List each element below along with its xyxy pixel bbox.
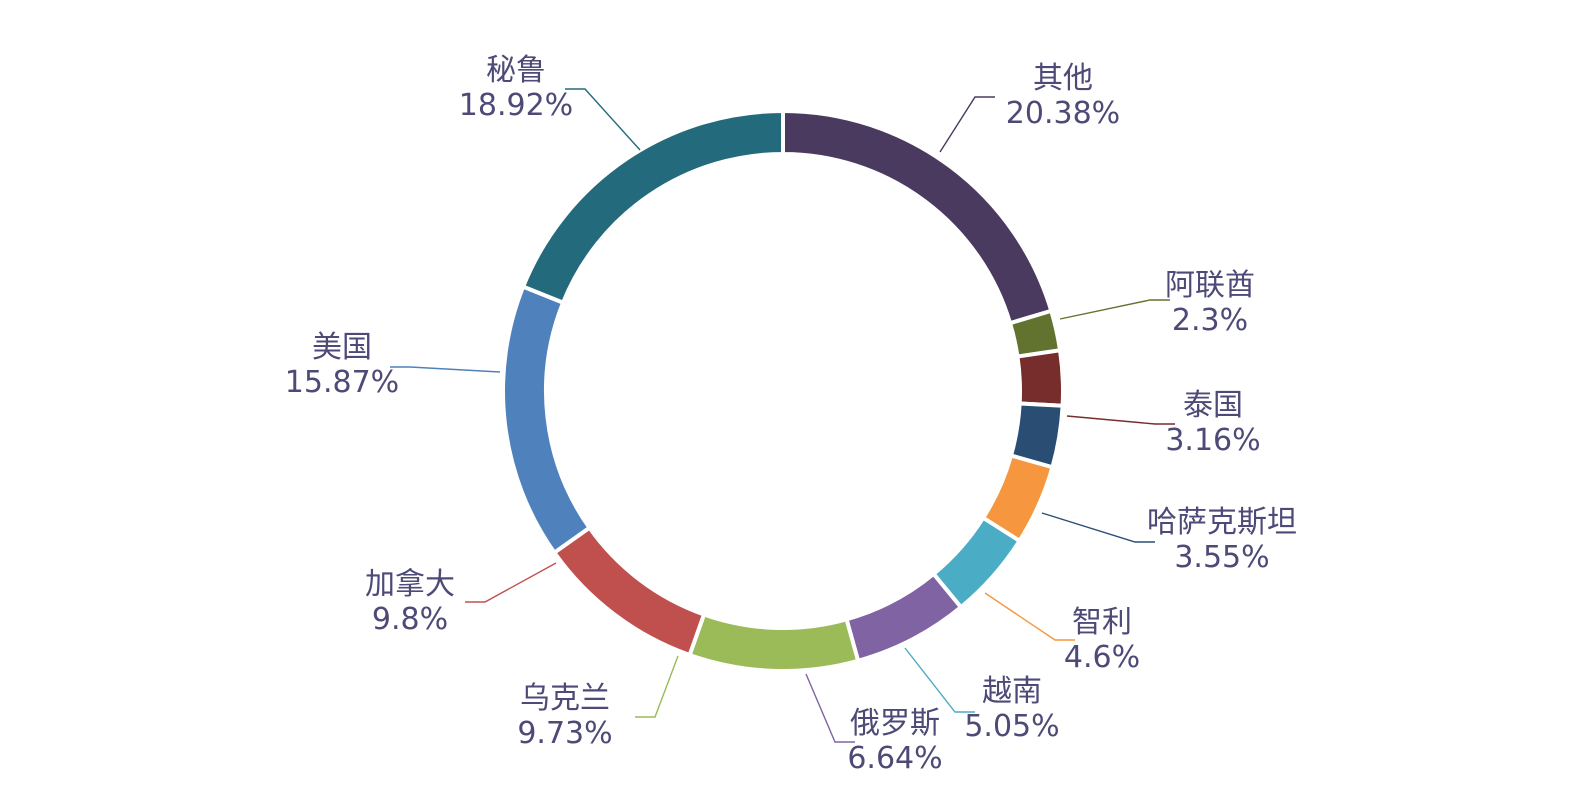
slice-4-value-label: 3.55% [1174, 540, 1269, 575]
slice-1-name-label: 其他 [1033, 61, 1093, 96]
slice-2-name-label: 阿联酋 [1165, 268, 1255, 303]
slice-5-value-label: 4.6% [1064, 640, 1140, 675]
slice-10-name-label: 美国 [312, 330, 372, 365]
slice-2-leader-line [1059, 299, 1170, 320]
slice-6-name-label: 越南 [982, 674, 1042, 709]
slice-5-leader-line [984, 592, 1075, 641]
slice-6-value-label: 5.05% [964, 709, 1059, 744]
slice-11-value-label: 18.92% [459, 88, 573, 123]
slice-11-name-label: 秘鲁 [486, 53, 546, 88]
slice-10-value-label: 15.87% [285, 365, 399, 400]
slice-3-name-label: 泰国 [1183, 388, 1243, 423]
slice-11-leader-line [565, 88, 641, 151]
slice-8-value-label: 9.73% [517, 716, 612, 751]
slice-1-arc [781, 108, 1054, 326]
slice-9-value-label: 9.8% [372, 602, 448, 637]
slice-6-leader-line [904, 647, 975, 713]
slice-9-leader-line [465, 562, 557, 603]
slice-1-value-label: 20.38% [1006, 96, 1120, 131]
slice-10-leader-line [390, 366, 501, 373]
slice-9-arc [551, 524, 707, 658]
slice-1-leader-line [939, 96, 995, 153]
slice-9-name-label: 加拿大 [365, 567, 455, 602]
slice-2-value-label: 2.3% [1172, 303, 1248, 338]
label-leader-lines [390, 88, 1175, 743]
slice-8-leader-line [635, 655, 679, 718]
slice-10-arc [501, 284, 593, 556]
slice-5-name-label: 智利 [1072, 605, 1132, 640]
donut-slices [501, 108, 1065, 673]
slice-4-leader-line [1041, 512, 1155, 543]
slice-7-name-label: 俄罗斯 [850, 706, 940, 741]
slice-7-value-label: 6.64% [847, 741, 942, 776]
slice-3-value-label: 3.16% [1165, 423, 1260, 458]
slice-3-leader-line [1066, 415, 1175, 425]
slice-3-arc [1015, 348, 1065, 408]
slice-8-name-label: 乌克兰 [520, 681, 610, 716]
slice-7-leader-line [805, 673, 855, 743]
slice-8-arc [687, 611, 861, 673]
slice-4-name-label: 哈萨克斯坦 [1147, 505, 1297, 540]
slice-7-arc [844, 571, 964, 664]
slice-11-arc [520, 108, 785, 306]
